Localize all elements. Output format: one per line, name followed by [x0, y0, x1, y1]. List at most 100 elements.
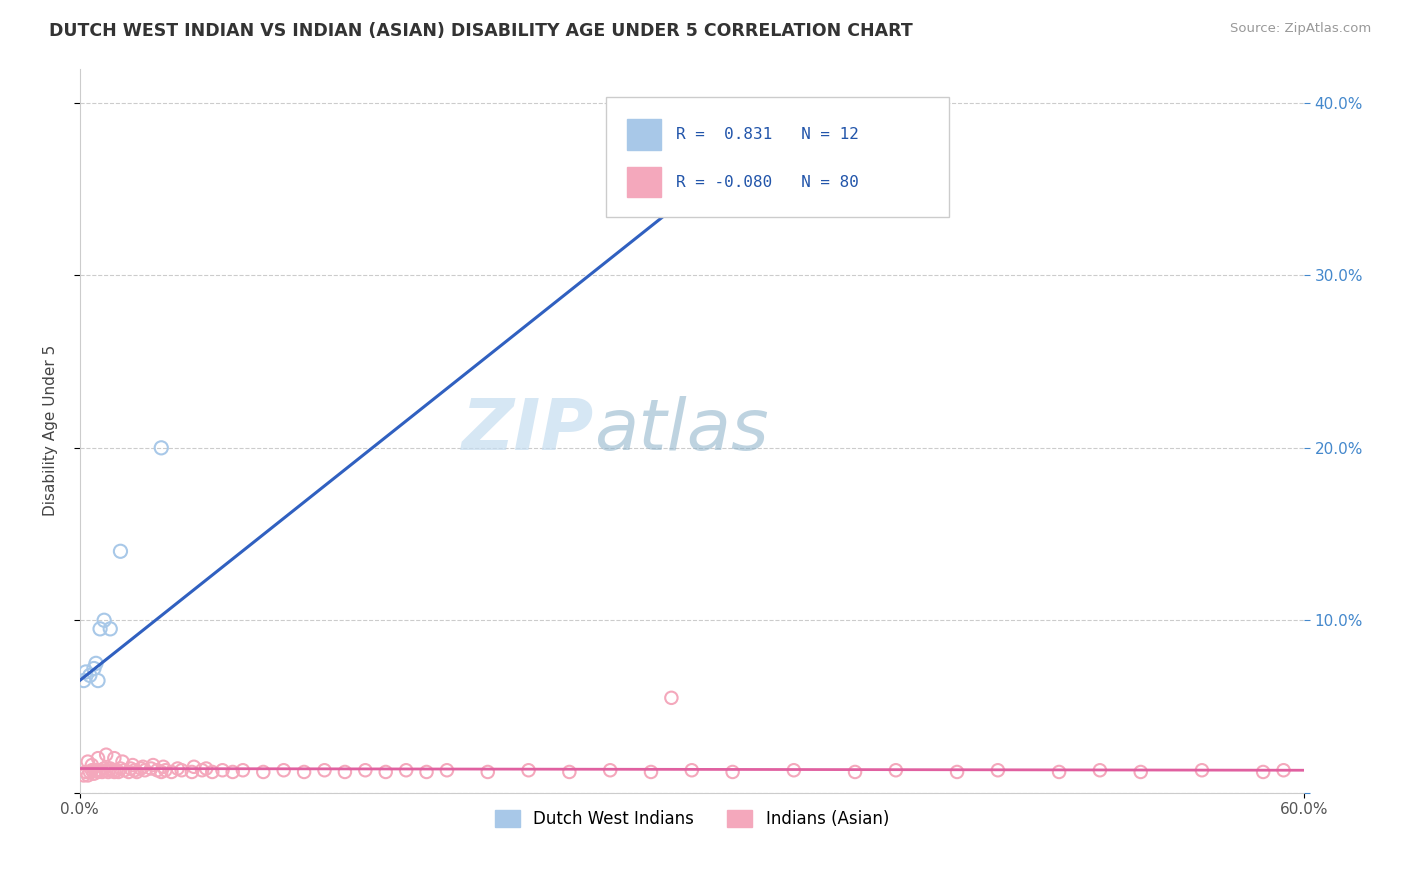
Point — [681, 763, 703, 777]
Point — [125, 764, 148, 779]
Point — [558, 764, 581, 779]
Point — [110, 762, 132, 776]
Point — [105, 763, 128, 777]
Point — [783, 763, 806, 777]
Point — [107, 764, 129, 779]
Point — [73, 673, 96, 688]
Point — [987, 763, 1010, 777]
Point — [87, 764, 110, 779]
Point — [374, 764, 396, 779]
Legend: Dutch West Indians, Indians (Asian): Dutch West Indians, Indians (Asian) — [488, 804, 896, 835]
Point — [89, 622, 111, 636]
Point — [84, 763, 107, 777]
Bar — [627, 120, 661, 150]
Point — [83, 661, 105, 675]
Point — [252, 764, 274, 779]
Point — [201, 764, 224, 779]
Point — [273, 763, 295, 777]
Text: Source: ZipAtlas.com: Source: ZipAtlas.com — [1230, 22, 1371, 36]
Point — [146, 763, 169, 777]
Point — [191, 763, 214, 777]
Point — [89, 763, 111, 777]
Point — [75, 665, 97, 679]
Point — [75, 764, 97, 779]
Point — [844, 764, 866, 779]
Point — [884, 763, 907, 777]
Point — [1191, 763, 1213, 777]
Point — [87, 751, 110, 765]
Point — [183, 760, 205, 774]
Point — [73, 768, 96, 782]
Point — [1272, 763, 1295, 777]
Point — [114, 763, 136, 777]
Point — [93, 762, 115, 776]
Y-axis label: Disability Age Under 5: Disability Age Under 5 — [44, 345, 58, 516]
Point — [946, 764, 969, 779]
Point — [477, 764, 499, 779]
Point — [76, 755, 98, 769]
Point — [1251, 764, 1274, 779]
Point — [79, 668, 101, 682]
Point — [640, 764, 662, 779]
Point — [599, 763, 621, 777]
Point — [152, 760, 174, 774]
Point — [98, 622, 121, 636]
Point — [132, 760, 155, 774]
Point — [292, 764, 315, 779]
Point — [96, 747, 118, 762]
Point — [1129, 764, 1152, 779]
Point — [142, 758, 165, 772]
Point — [80, 763, 103, 777]
Point — [103, 764, 125, 779]
Point — [76, 768, 98, 782]
Text: ZIP: ZIP — [461, 396, 593, 465]
Point — [150, 764, 173, 779]
Text: DUTCH WEST INDIAN VS INDIAN (ASIAN) DISABILITY AGE UNDER 5 CORRELATION CHART: DUTCH WEST INDIAN VS INDIAN (ASIAN) DISA… — [49, 22, 912, 40]
Point — [103, 751, 125, 765]
Point — [155, 763, 177, 777]
Point — [721, 764, 744, 779]
Bar — [627, 167, 661, 197]
Point — [1047, 764, 1070, 779]
Point — [93, 613, 115, 627]
Point — [124, 763, 146, 777]
Point — [91, 764, 114, 779]
Point — [97, 764, 120, 779]
Point — [120, 762, 142, 776]
Point — [232, 763, 254, 777]
Point — [211, 763, 233, 777]
Text: R = -0.080   N = 80: R = -0.080 N = 80 — [676, 175, 859, 190]
Point — [395, 763, 418, 777]
Point — [354, 763, 377, 777]
Point — [762, 130, 785, 145]
Point — [436, 763, 458, 777]
Point — [1088, 763, 1111, 777]
Text: atlas: atlas — [593, 396, 769, 465]
Point — [80, 758, 103, 772]
Text: R =  0.831   N = 12: R = 0.831 N = 12 — [676, 127, 859, 142]
Point — [111, 755, 134, 769]
Point — [83, 766, 105, 780]
Point — [517, 763, 540, 777]
Point — [79, 764, 101, 779]
Point — [221, 764, 243, 779]
Point — [160, 764, 183, 779]
Point — [121, 758, 143, 772]
FancyBboxPatch shape — [606, 97, 949, 217]
Point — [98, 762, 121, 776]
Point — [101, 763, 124, 777]
Point — [180, 764, 202, 779]
Point — [96, 763, 118, 777]
Point — [117, 764, 139, 779]
Point — [139, 762, 162, 776]
Point — [110, 544, 132, 558]
Point — [195, 762, 218, 776]
Point — [661, 690, 683, 705]
Point — [87, 673, 110, 688]
Point — [129, 762, 152, 776]
Point — [84, 657, 107, 671]
Point — [415, 764, 437, 779]
Point — [314, 763, 336, 777]
Point — [150, 441, 173, 455]
Point — [333, 764, 356, 779]
